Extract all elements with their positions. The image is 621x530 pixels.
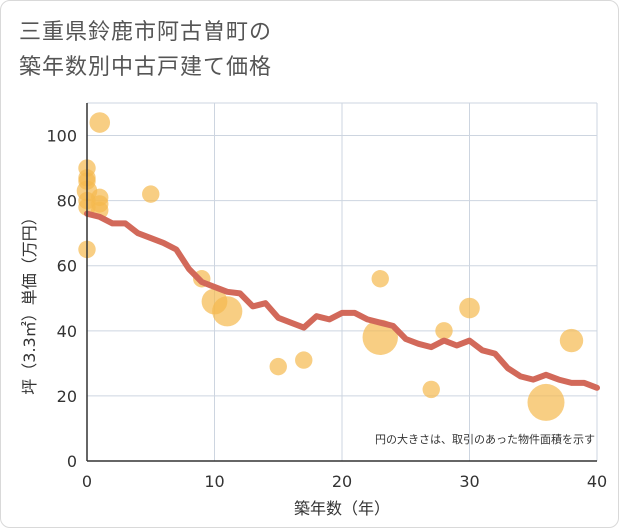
x-axis-title: 築年数（年） [294, 499, 390, 518]
tick-labels: 0 20 40 60 80 100 0 10 20 30 40 [46, 127, 607, 491]
bubble-point-20 [435, 322, 453, 340]
y-tick-label-100: 100 [46, 127, 77, 146]
y-tick-label-80: 80 [57, 192, 77, 211]
chart-title-line-2: 築年数別中古戸建て価格 [19, 55, 273, 80]
grid-lines [87, 102, 598, 461]
bubble-point-14 [212, 296, 243, 327]
x-tick-label-0: 0 [82, 472, 92, 491]
bubble-point-16 [295, 351, 313, 369]
chart-title: 三重県鈴鹿市阿古曽町の 築年数別中古戸建て価格 [19, 15, 439, 85]
bubble-size-note: 円の大きさは、取引のあった物件面積を示す [375, 432, 595, 446]
bubble-point-7 [89, 112, 111, 133]
bubble-point-19 [422, 380, 440, 399]
bubble-point-18 [362, 319, 398, 356]
y-tick-label-0: 0 [67, 452, 77, 471]
bubble-point-23 [559, 328, 584, 353]
y-tick-label-60: 60 [57, 257, 77, 276]
bubble-point-22 [527, 383, 565, 421]
y-tick-label-40: 40 [57, 322, 77, 341]
x-tick-label-10: 10 [204, 472, 224, 491]
y-axis-title: 坪（3.3㎡）単価（万円） [20, 209, 39, 394]
bubble-point-21 [459, 297, 480, 319]
x-tick-label-30: 30 [459, 472, 479, 491]
bubble-layer [76, 112, 584, 421]
chart-title-line-1: 三重県鈴鹿市阿古曽町の [19, 20, 273, 45]
trend-line [84, 210, 600, 391]
x-tick-label-20: 20 [332, 472, 352, 491]
bubble-point-17 [371, 270, 389, 288]
x-tick-label-40: 40 [587, 472, 607, 491]
bubble-point-11 [142, 185, 160, 203]
y-tick-label-20: 20 [57, 387, 77, 406]
bubble-point-15 [269, 357, 287, 376]
axes [86, 103, 597, 462]
